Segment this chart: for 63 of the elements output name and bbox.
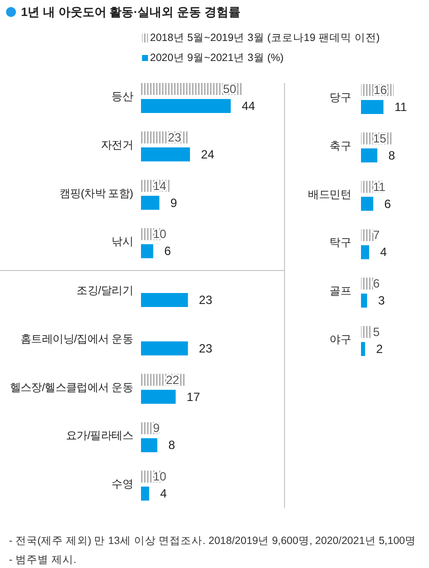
y-tick-label: 수영	[112, 478, 133, 491]
text: - 전국(제주 제외) 만 13세 이상 면접조사. 2018/2019년 9,600명, 2020/2021년 5,100명	[9, 535, 416, 547]
bar	[141, 147, 190, 162]
bar	[361, 278, 374, 290]
data-label: 50	[223, 82, 237, 96]
y-tick-label: 조깅/달리기	[76, 285, 133, 297]
data-label: 24	[200, 147, 215, 162]
data-label: 4	[160, 486, 168, 501]
y-tick-label: 당구	[330, 92, 352, 104]
data-label: 3	[378, 294, 386, 308]
y-tick-label: 요가/필라테스	[66, 430, 134, 442]
bar	[361, 245, 370, 260]
bar	[141, 196, 160, 210]
data-label: 17	[186, 390, 200, 404]
data-label: 8	[168, 438, 176, 452]
bar	[361, 294, 368, 308]
y-tick-label: 골프	[330, 286, 352, 298]
data-label: 2	[376, 342, 384, 356]
y-tick-label: 등산	[112, 91, 134, 103]
data-label: 11	[373, 180, 386, 194]
data-label: 23	[198, 293, 213, 307]
bar	[361, 196, 374, 211]
data-label: 6	[384, 196, 392, 211]
bar	[141, 293, 188, 307]
data-label: 9	[153, 421, 160, 436]
chart-title: 1년 내 아웃도어 활동·실내외 운동 경험률	[21, 5, 240, 19]
data-label: 16	[374, 83, 388, 97]
bar	[361, 342, 366, 356]
text: - 범주별 제시.	[9, 554, 76, 566]
data-label: 23	[198, 341, 213, 356]
data-label: 6	[373, 276, 380, 291]
y-tick-label: 낚시	[112, 236, 133, 248]
bar	[141, 244, 154, 258]
bar	[361, 326, 372, 338]
data-label: 22	[166, 372, 180, 387]
data-label: 8	[388, 148, 396, 162]
y-tick-label: 야구	[330, 334, 352, 346]
legend-label: 2018년 5월~2019년 3월 (코로나19 팬데믹 이전)	[150, 32, 380, 44]
data-label: 7	[373, 228, 380, 242]
data-label: 10	[153, 227, 167, 242]
data-label: 11	[394, 100, 408, 114]
y-tick-label: 캠핑(차박 포함)	[59, 188, 133, 200]
bar	[141, 486, 150, 501]
data-label: 5	[373, 325, 380, 339]
y-tick-label: 헬스장/헬스클럽에서 운동	[10, 382, 134, 394]
bar	[141, 390, 176, 404]
data-label: 6	[164, 244, 172, 258]
data-label: 9	[170, 196, 178, 210]
bar	[361, 100, 384, 114]
bar	[141, 99, 231, 113]
data-label: 10	[153, 470, 167, 484]
bar	[361, 148, 378, 162]
y-tick-label: 자전거	[100, 139, 133, 152]
data-label: 4	[380, 245, 388, 260]
y-tick-label: 탁구	[330, 237, 352, 250]
bar	[141, 341, 188, 356]
y-tick-label: 홈트레이닝/집에서 운동	[20, 333, 134, 346]
legend-label: 2020년 9월~2021년 3월 (%)	[150, 52, 284, 64]
bar	[141, 438, 158, 452]
y-tick-label: 배드민턴	[308, 188, 351, 201]
data-label: 44	[242, 99, 256, 113]
y-tick-label: 축구	[330, 140, 352, 152]
data-label: 15	[373, 131, 387, 146]
